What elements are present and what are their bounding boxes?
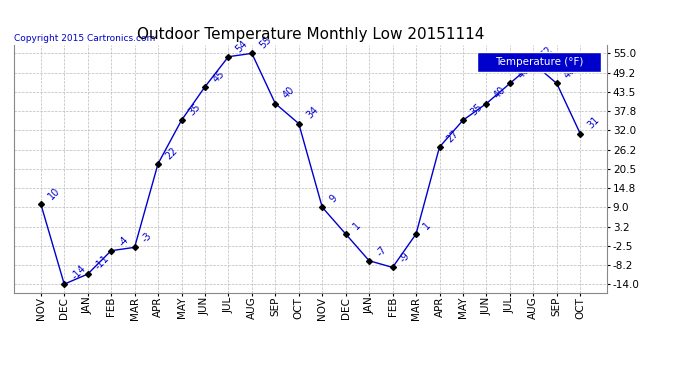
Text: 45: 45 — [210, 68, 226, 84]
Text: -7: -7 — [375, 244, 388, 258]
Text: 40: 40 — [281, 85, 297, 101]
Text: 10: 10 — [46, 185, 62, 201]
Text: 22: 22 — [164, 145, 179, 161]
Text: -9: -9 — [398, 251, 412, 265]
Text: 46: 46 — [562, 65, 578, 81]
Text: 1: 1 — [351, 220, 363, 231]
Text: 40: 40 — [492, 85, 508, 101]
Text: -3: -3 — [140, 231, 154, 244]
Text: 9: 9 — [328, 193, 339, 204]
Text: 35: 35 — [187, 102, 203, 117]
Text: 52: 52 — [539, 45, 555, 61]
Text: Temperature (°F): Temperature (°F) — [495, 57, 583, 68]
Text: 31: 31 — [586, 115, 602, 131]
Text: 34: 34 — [304, 105, 320, 121]
Text: 27: 27 — [445, 128, 461, 144]
Text: Copyright 2015 Cartronics.com: Copyright 2015 Cartronics.com — [14, 33, 155, 42]
Text: -4: -4 — [117, 234, 130, 248]
Text: -14: -14 — [70, 263, 88, 281]
Text: 55: 55 — [257, 34, 273, 51]
Text: 54: 54 — [234, 38, 250, 54]
Text: -11: -11 — [93, 253, 112, 272]
Text: 1: 1 — [422, 220, 433, 231]
FancyBboxPatch shape — [477, 53, 601, 72]
Text: 46: 46 — [515, 65, 531, 81]
Title: Outdoor Temperature Monthly Low 20151114: Outdoor Temperature Monthly Low 20151114 — [137, 27, 484, 42]
Text: 35: 35 — [469, 102, 484, 117]
